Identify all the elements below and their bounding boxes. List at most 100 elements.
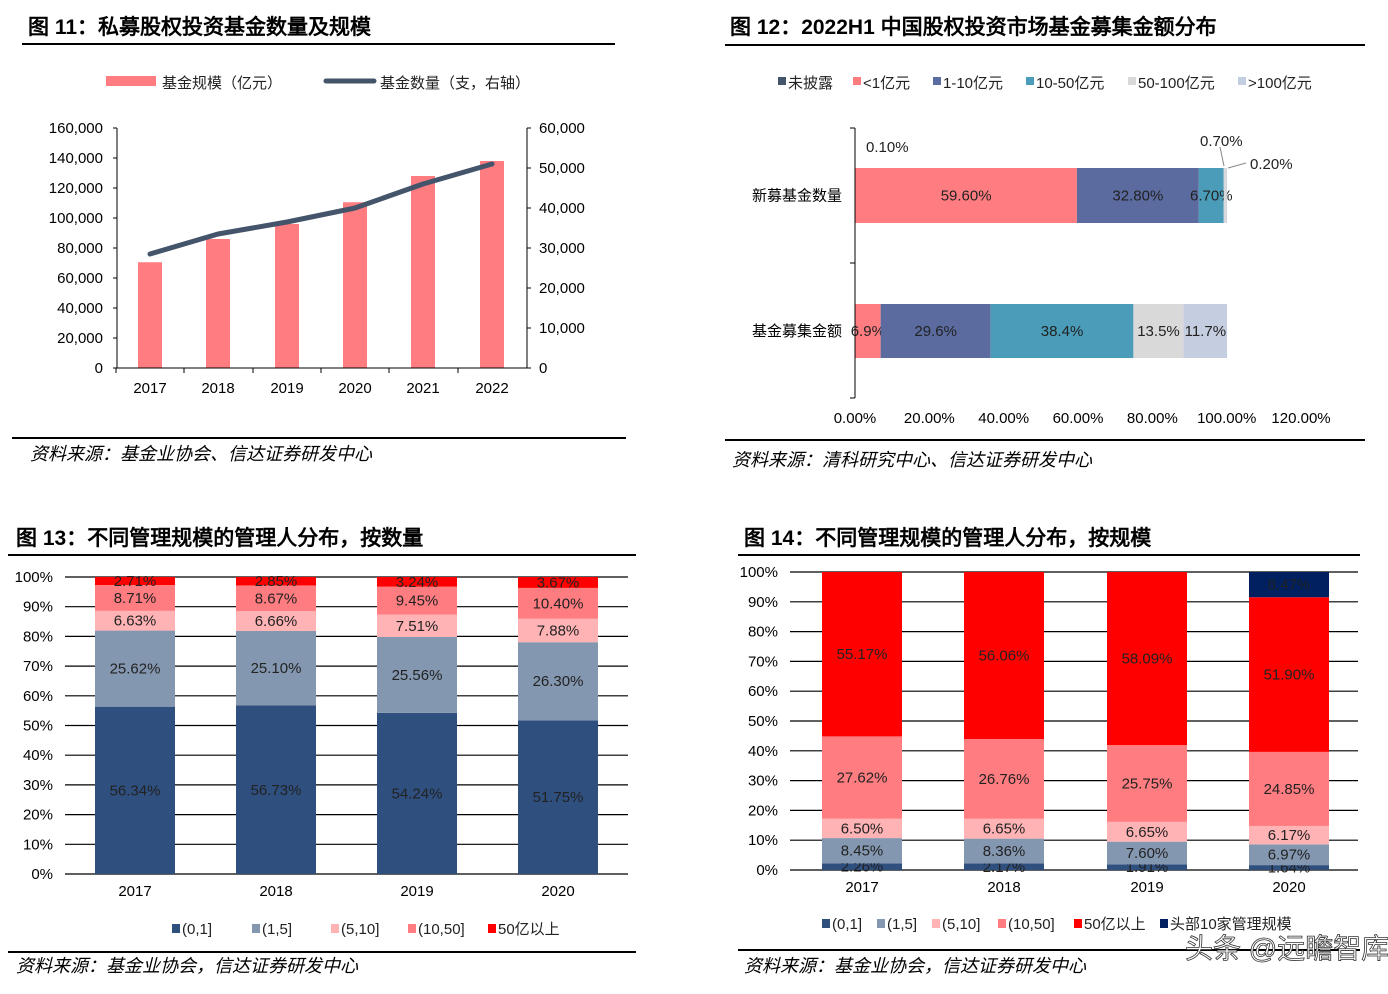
data-label: 25.56% xyxy=(392,667,443,684)
bar-segment xyxy=(1107,864,1187,870)
data-label: 51.75% xyxy=(533,789,584,806)
y-tick-label: 80,000 xyxy=(57,240,103,257)
y2-tick-label: 40,000 xyxy=(539,200,585,217)
bar-segment xyxy=(236,630,316,706)
y2-tick-label: 30,000 xyxy=(539,240,585,257)
legend-label: 未披露 xyxy=(788,75,833,92)
y-tick-label: 40% xyxy=(23,747,53,764)
x-tick-label: 2019 xyxy=(270,380,303,397)
data-label: 24.85% xyxy=(1264,781,1315,798)
bar-segment xyxy=(1107,745,1187,822)
y-tick-label: 70% xyxy=(748,653,778,670)
data-label: 7.88% xyxy=(537,622,580,639)
x-tick-label: 2018 xyxy=(259,883,292,900)
bar-segment xyxy=(95,576,175,586)
data-label: 54.24% xyxy=(392,785,443,802)
y-tick-label: 20% xyxy=(23,807,53,824)
data-label: 8.67% xyxy=(255,590,298,607)
x-tick-label: 2019 xyxy=(400,883,433,900)
chart13-source: 资料来源：基金业协会，信达证券研发中心 xyxy=(16,956,359,977)
bar-segment xyxy=(990,304,1134,358)
chart14-title: 图 14：不同管理规模的管理人分布，按规模 xyxy=(744,526,1152,550)
bar-segment xyxy=(236,705,316,874)
y2-tick-label: 10,000 xyxy=(539,320,585,337)
data-label: 32.80% xyxy=(1112,188,1163,205)
line-fund-count xyxy=(147,161,495,257)
data-label: 8.71% xyxy=(114,590,157,607)
data-label: 3.24% xyxy=(396,574,439,591)
bar-segment xyxy=(1249,751,1329,826)
data-label: 6.65% xyxy=(983,821,1026,838)
bar-segment xyxy=(377,636,457,713)
y-tick-label: 40,000 xyxy=(57,300,103,317)
bar-segment xyxy=(1249,597,1329,752)
legend-label: 50-100亿元 xyxy=(1138,75,1215,92)
bar-segment xyxy=(236,576,316,586)
bar-segment xyxy=(964,739,1044,819)
bar-segment xyxy=(1076,168,1199,223)
bar-segment xyxy=(822,572,902,737)
x-tick-label: 2018 xyxy=(987,879,1020,896)
legend-swatch xyxy=(488,924,496,933)
data-label: 56.34% xyxy=(110,782,161,799)
bar-segment xyxy=(964,863,1044,870)
y-tick-label: 80% xyxy=(748,624,778,641)
bar-segment xyxy=(95,630,175,707)
data-label: 6.70% xyxy=(1190,188,1233,205)
bar-fund-size xyxy=(411,176,435,368)
legend-swatch xyxy=(998,919,1006,928)
data-label: 7.60% xyxy=(1126,845,1169,862)
bar-segment xyxy=(518,720,598,874)
bar-segment xyxy=(377,586,457,615)
bar-segment xyxy=(518,618,598,643)
x-tick-label: 120.00% xyxy=(1271,410,1330,427)
bar-segment xyxy=(1198,168,1224,223)
data-label: 0.10% xyxy=(866,139,909,156)
legend-swatch xyxy=(1128,77,1136,85)
data-label: 26.30% xyxy=(533,673,584,690)
category-label: 基金募集金额 xyxy=(752,323,842,340)
data-label: 55.17% xyxy=(837,646,888,663)
legend-swatch xyxy=(933,77,941,85)
data-label: 56.06% xyxy=(979,648,1030,665)
legend-swatch xyxy=(853,77,861,85)
data-label: 10.40% xyxy=(533,595,584,612)
legend-label: (5,10] xyxy=(341,921,379,938)
legend-swatch xyxy=(1074,919,1082,928)
bar-fund-size xyxy=(275,224,299,368)
legend-label: 10-50亿元 xyxy=(1036,75,1104,92)
legend-label: 1-10亿元 xyxy=(943,75,1003,92)
x-tick-label: 2020 xyxy=(338,380,371,397)
bar-segment xyxy=(964,838,1044,864)
bar-segment xyxy=(236,611,316,631)
bar-segment xyxy=(236,585,316,612)
bar-segment xyxy=(1133,304,1184,358)
bar-segment xyxy=(822,863,902,870)
leader-line xyxy=(1227,162,1247,169)
data-label: 2.71% xyxy=(114,573,157,590)
legend-swatch xyxy=(1238,77,1246,85)
y-tick-label: 10% xyxy=(23,836,53,853)
bar-segment xyxy=(518,577,598,588)
data-label: 3.67% xyxy=(537,574,580,591)
bar-segment xyxy=(1107,821,1187,842)
data-label: 9.45% xyxy=(396,593,439,610)
bar-segment xyxy=(95,585,175,611)
y-tick-label: 20,000 xyxy=(57,330,103,347)
x-tick-label: 2018 xyxy=(201,380,234,397)
y-tick-label: 90% xyxy=(23,599,53,616)
bar-segment xyxy=(95,706,175,874)
data-label: 25.62% xyxy=(110,661,161,678)
bar-segment xyxy=(1183,304,1228,358)
y-tick-label: 0% xyxy=(31,866,53,883)
bar-segment xyxy=(377,712,457,874)
legend-label: 基金数量（支，右轴） xyxy=(380,75,530,92)
x-tick-label: 2019 xyxy=(1130,879,1163,896)
legend-label: <1亿元 xyxy=(863,75,910,92)
y-tick-label: 140,000 xyxy=(49,150,103,167)
bar-fund-size xyxy=(480,161,504,368)
data-label: 0.20% xyxy=(1250,156,1293,173)
legend-swatch xyxy=(408,924,416,933)
data-label: 6.66% xyxy=(255,613,298,630)
x-tick-label: 0.00% xyxy=(834,410,877,427)
